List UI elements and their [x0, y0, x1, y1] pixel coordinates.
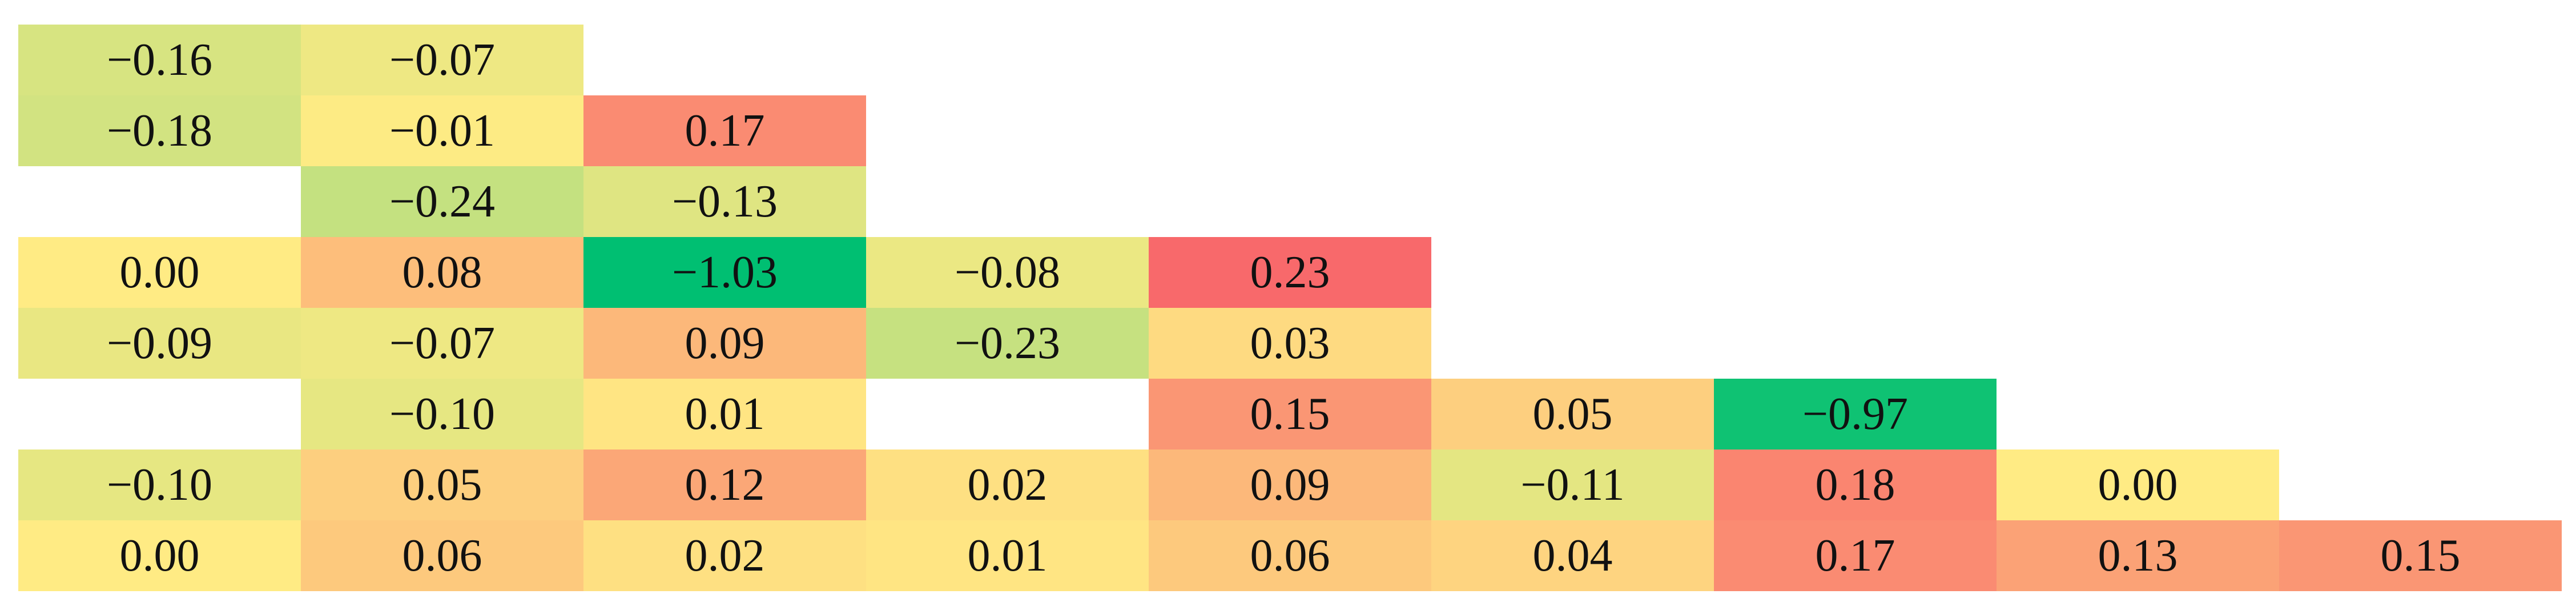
- cell-label: −0.01: [389, 106, 495, 156]
- cell: [866, 450, 1149, 520]
- cell: [301, 237, 583, 308]
- cell: [866, 237, 1149, 308]
- cell-label: −0.97: [1802, 389, 1908, 439]
- cell: [301, 520, 583, 591]
- cell: [301, 95, 583, 166]
- cell: [18, 237, 301, 308]
- cell: [583, 308, 866, 379]
- cell-label: −0.16: [107, 35, 212, 85]
- cell: [1431, 450, 1714, 520]
- cell-label: 0.09: [685, 318, 765, 368]
- cell: [1149, 237, 1431, 308]
- cell: [18, 520, 301, 591]
- cell: [1149, 308, 1431, 379]
- cell: [866, 520, 1149, 591]
- cell-label: 0.00: [120, 531, 200, 581]
- cell-label: 0.03: [1250, 318, 1330, 368]
- cell-label: −0.10: [107, 460, 212, 510]
- cell-label: 0.06: [402, 531, 482, 581]
- cell-label: −0.23: [955, 318, 1060, 368]
- cell-label: 0.00: [2098, 460, 2178, 510]
- cell: [2279, 520, 2562, 591]
- cell-label: 0.01: [968, 531, 1048, 581]
- cell: [1149, 379, 1431, 450]
- cell: [301, 166, 583, 237]
- cell: [18, 25, 301, 95]
- cell-label: −1.03: [672, 247, 778, 298]
- cell: [1714, 379, 1997, 450]
- cell-label: −0.10: [389, 389, 495, 439]
- cell: [1997, 520, 2279, 591]
- cell-label: 0.12: [685, 460, 765, 510]
- cell: [583, 237, 866, 308]
- cell-label: 0.17: [685, 106, 765, 156]
- cell-label: 0.05: [402, 460, 482, 510]
- cell: [1149, 450, 1431, 520]
- cell: [1431, 520, 1714, 591]
- cell: [1714, 450, 1997, 520]
- cell-label: −0.18: [107, 106, 212, 156]
- cell-label: 0.23: [1250, 247, 1330, 298]
- cell: [1997, 450, 2279, 520]
- cell: [1149, 520, 1431, 591]
- cell: [866, 308, 1149, 379]
- cell-label: 0.06: [1250, 531, 1330, 581]
- cell: [583, 450, 866, 520]
- cell: [1431, 379, 1714, 450]
- cell-label: −0.07: [389, 35, 495, 85]
- cell-label: 0.17: [1816, 531, 1895, 581]
- cell-label: −0.11: [1520, 460, 1624, 510]
- cell-label: −0.24: [389, 176, 495, 227]
- cell-label: 0.05: [1533, 389, 1613, 439]
- cell: [583, 166, 866, 237]
- cell-label: 0.15: [1250, 389, 1330, 439]
- cell-label: 0.04: [1533, 531, 1613, 581]
- cell: [301, 379, 583, 450]
- cell: [1714, 520, 1997, 591]
- cell-label: −0.13: [672, 176, 778, 227]
- cell: [18, 308, 301, 379]
- cell: [301, 308, 583, 379]
- cell: [18, 450, 301, 520]
- cell-label: 0.09: [1250, 460, 1330, 510]
- cell-label: 0.08: [402, 247, 482, 298]
- cell-label: −0.09: [107, 318, 212, 368]
- cell: [18, 95, 301, 166]
- cell: [301, 25, 583, 95]
- cell-label: 0.02: [685, 531, 765, 581]
- cell-label: −0.08: [955, 247, 1060, 298]
- cell-label: 0.00: [120, 247, 200, 298]
- cell-label: 0.18: [1816, 460, 1895, 510]
- cell-label: 0.13: [2098, 531, 2178, 581]
- cell-label: 0.15: [2381, 531, 2461, 581]
- cell-label: 0.02: [968, 460, 1048, 510]
- cell: [583, 379, 866, 450]
- cell: [583, 95, 866, 166]
- cell-label: 0.01: [685, 389, 765, 439]
- cell-label: −0.07: [389, 318, 495, 368]
- cell: [301, 450, 583, 520]
- cell: [583, 520, 866, 591]
